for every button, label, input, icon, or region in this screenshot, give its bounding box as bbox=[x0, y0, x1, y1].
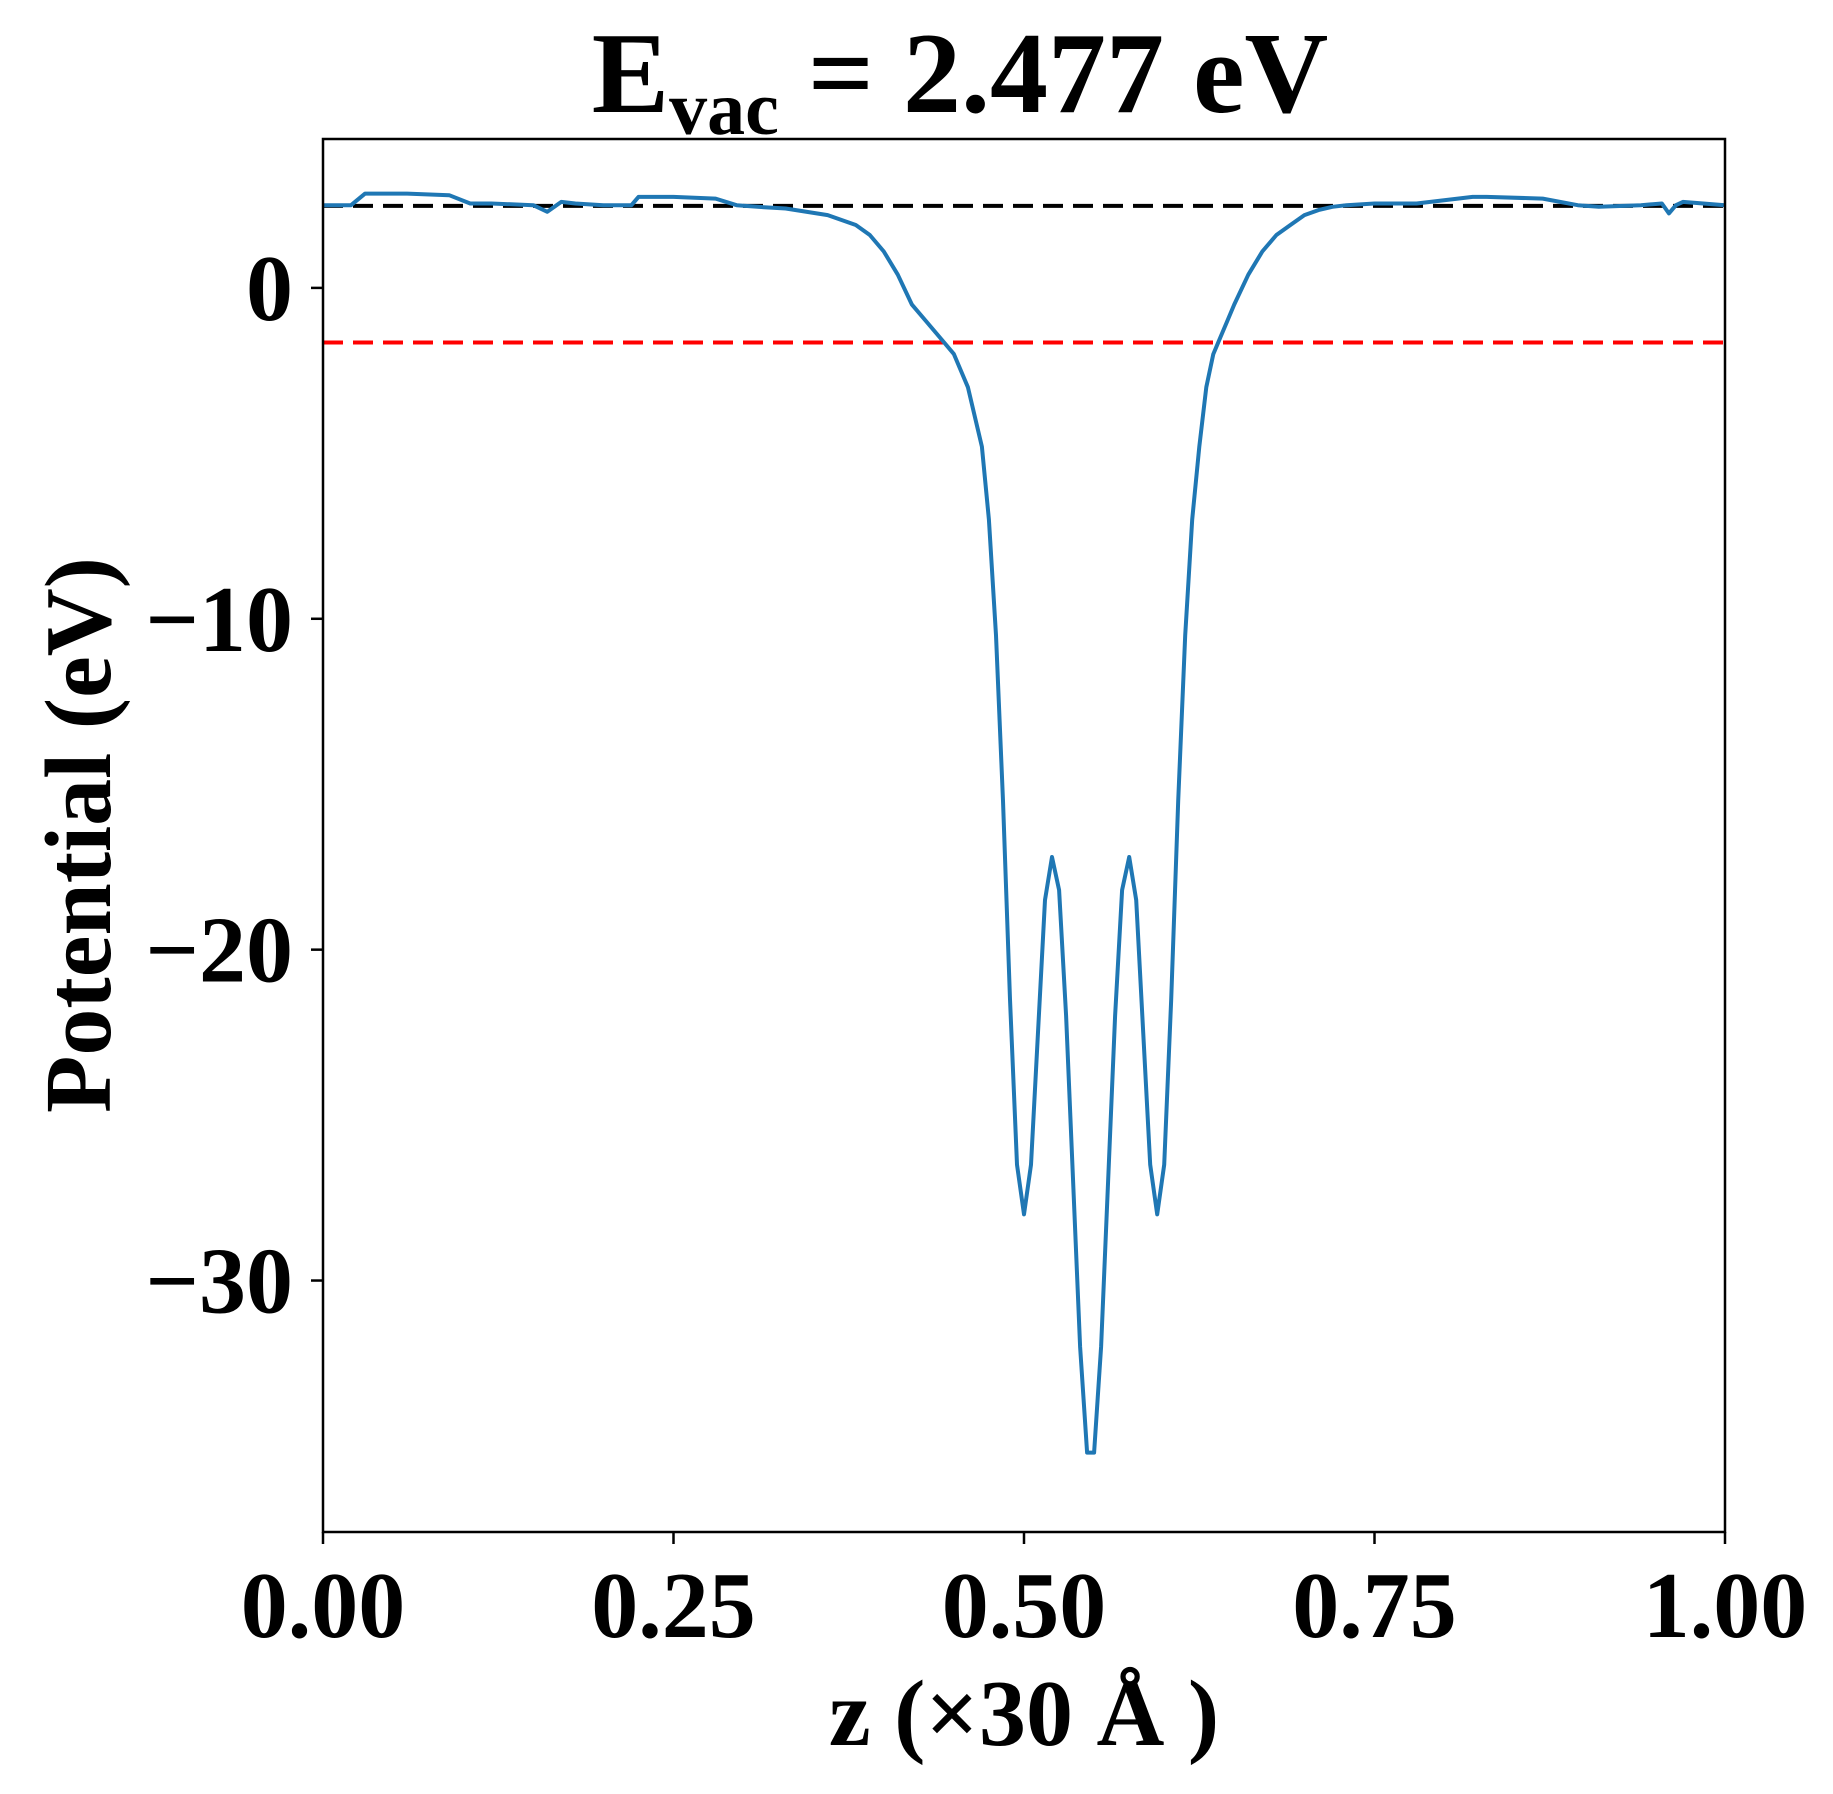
y-axis-label: Potential (eV) bbox=[27, 557, 131, 1113]
chart-title: Evac = 2.477 eV bbox=[592, 10, 1328, 151]
x-tick-label: 0.25 bbox=[591, 1554, 756, 1658]
title-suffix: = 2.477 eV bbox=[779, 10, 1328, 138]
y-tick-label: −30 bbox=[145, 1230, 293, 1334]
y-tick-label: −10 bbox=[145, 568, 293, 672]
x-tick-label: 1.00 bbox=[1643, 1554, 1808, 1658]
x-tick-label: 0.00 bbox=[241, 1554, 406, 1658]
title-subscript: vac bbox=[669, 67, 779, 151]
y-tick-label: 0 bbox=[246, 237, 293, 341]
x-tick-label: 0.75 bbox=[1292, 1554, 1457, 1658]
potential-series-line bbox=[323, 191, 1726, 1455]
y-tick-label: −20 bbox=[145, 899, 293, 1003]
x-tick-label: 0.50 bbox=[942, 1554, 1107, 1658]
x-axis-label: z (×30 Å ) bbox=[829, 1662, 1219, 1766]
title-prefix: E bbox=[592, 10, 669, 138]
plot-frame bbox=[321, 137, 1727, 1534]
